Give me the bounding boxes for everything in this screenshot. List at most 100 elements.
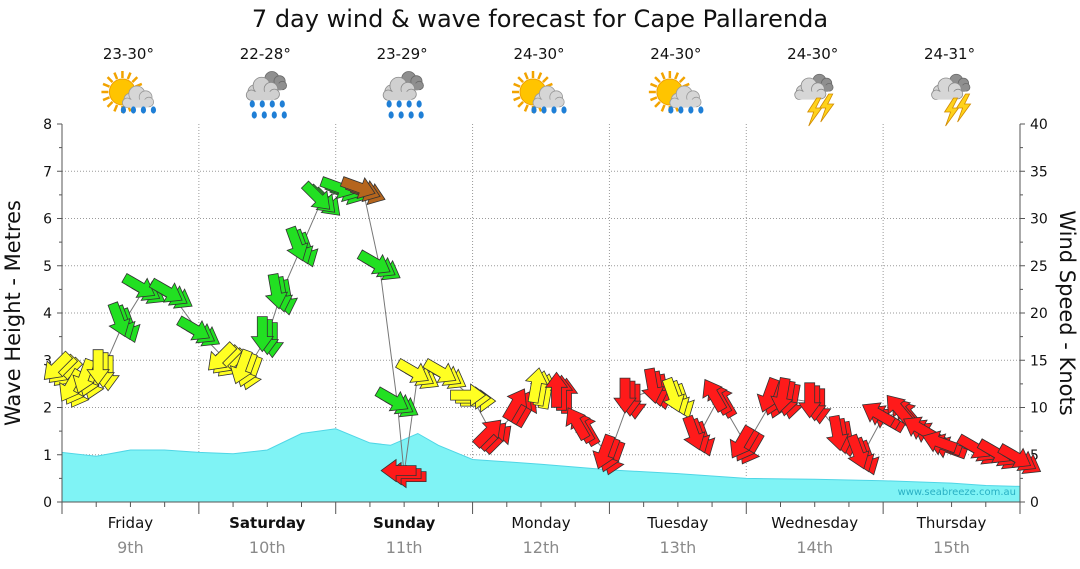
sun-ray <box>654 101 661 108</box>
sun-ray <box>517 101 524 108</box>
cloud-base <box>534 99 561 108</box>
wind-arrow <box>861 402 896 428</box>
cloud-shape <box>382 76 417 101</box>
wave-height-area <box>61 428 1021 503</box>
day-label: Saturday <box>229 514 306 532</box>
wind-arrow <box>997 443 1032 469</box>
x-axis-labels: Friday 9th Saturday 10th Sunday 11th Monday 12t… <box>108 514 987 557</box>
wind-arrow <box>207 341 238 371</box>
storm-icon <box>794 73 835 127</box>
y-tick-label: 8 <box>43 117 52 133</box>
watermark: www.seabreeze.com.au <box>898 487 1016 498</box>
wind-arrow <box>380 458 417 483</box>
y2-tick-label: 40 <box>1030 117 1048 133</box>
date-label: 13th <box>659 538 696 557</box>
rain-drop <box>150 106 157 114</box>
y-tick-label: 7 <box>43 164 52 180</box>
rain-drop <box>551 106 557 114</box>
wind-arrow <box>339 176 376 200</box>
y2-axis-title: Wind Speed - Knots <box>1055 210 1079 415</box>
rain-drops <box>668 106 704 114</box>
sun-ray <box>113 72 119 80</box>
rain-drop <box>271 111 277 119</box>
wind-arrow <box>285 225 309 262</box>
rain-drop <box>279 100 285 108</box>
rain-drop <box>120 106 127 114</box>
wind-arrow <box>565 407 591 442</box>
cloud-rain-icon <box>382 71 424 119</box>
wind-arrow <box>229 348 253 385</box>
rain-drop <box>418 111 424 119</box>
date-label: 14th <box>796 538 833 557</box>
rain-drop <box>398 111 404 119</box>
cloud-shape <box>245 76 280 101</box>
day-label: Sunday <box>373 514 436 532</box>
wind-arrow <box>797 382 822 419</box>
rain-drop <box>396 100 402 108</box>
cloud-base <box>671 99 698 108</box>
y2-tick-label: 20 <box>1030 306 1048 322</box>
chart-title: 7 day wind & wave forecast for Cape Pall… <box>252 5 828 33</box>
rain-drop <box>416 100 422 108</box>
wind-arrow <box>250 316 275 353</box>
sun-ray <box>102 96 110 102</box>
wind-arrow <box>43 350 74 380</box>
wind-arrow <box>264 273 289 310</box>
sun-ray <box>126 72 132 80</box>
y2-tick-label: 10 <box>1030 401 1048 417</box>
day-label: Thursday <box>916 514 987 532</box>
rain-drop <box>251 111 257 119</box>
wind-arrow <box>176 315 211 341</box>
cloud-shape <box>931 77 964 101</box>
rain-drop <box>678 106 684 114</box>
grid-lines <box>62 124 1020 502</box>
temperature-label: 23-29° <box>377 45 428 63</box>
wind-arrow <box>641 367 665 404</box>
y-tick-label: 6 <box>43 212 52 228</box>
sun-ray <box>513 96 521 102</box>
y2-tick-label: 15 <box>1030 353 1048 369</box>
wind-arrow <box>770 377 794 414</box>
rain-drop <box>259 100 265 108</box>
wind-arrow <box>661 376 685 413</box>
sun-ray <box>674 72 680 80</box>
rain-drop <box>406 100 412 108</box>
sun-ray <box>102 82 110 88</box>
rain-drop <box>281 111 287 119</box>
sun-ray <box>542 76 549 83</box>
wind-arrow <box>86 349 110 386</box>
storm-icon <box>931 73 972 127</box>
cloud-base <box>933 91 960 100</box>
sun-ray <box>517 76 524 83</box>
date-label: 12th <box>523 538 560 557</box>
wind-arrow <box>729 424 755 459</box>
sun-ray <box>649 96 658 102</box>
rain-drop <box>541 106 547 114</box>
rain-drop <box>140 106 147 114</box>
temperature-label: 24-31° <box>924 45 975 63</box>
temperature-label: 24-30° <box>650 45 701 63</box>
wind-arrow <box>374 386 409 412</box>
lightning-bolt <box>955 93 972 123</box>
y-tick-label: 1 <box>43 448 52 464</box>
rain-drop <box>688 106 694 114</box>
wind-arrow <box>592 433 616 470</box>
lightning-bolt <box>943 97 960 127</box>
rain-drop <box>130 106 137 114</box>
cloud-base <box>384 91 413 101</box>
sun-ray <box>106 101 114 108</box>
date-label: 11th <box>386 538 423 557</box>
sun-ray <box>660 72 666 80</box>
date-label: 15th <box>933 538 970 557</box>
rain-drop <box>388 111 394 119</box>
cloud-shape <box>794 77 827 101</box>
wind-arrow <box>72 357 96 394</box>
y-tick-label: 4 <box>43 306 52 322</box>
sun-ray <box>649 82 658 88</box>
sun-cloud-showers-icon <box>512 71 567 114</box>
temperature-label: 22-28° <box>240 45 291 63</box>
lightning-bolt <box>818 93 835 123</box>
y-axis-title: Wave Height - Metres <box>1 200 25 426</box>
sun-ray <box>537 72 543 80</box>
wind-arrow <box>356 249 391 275</box>
